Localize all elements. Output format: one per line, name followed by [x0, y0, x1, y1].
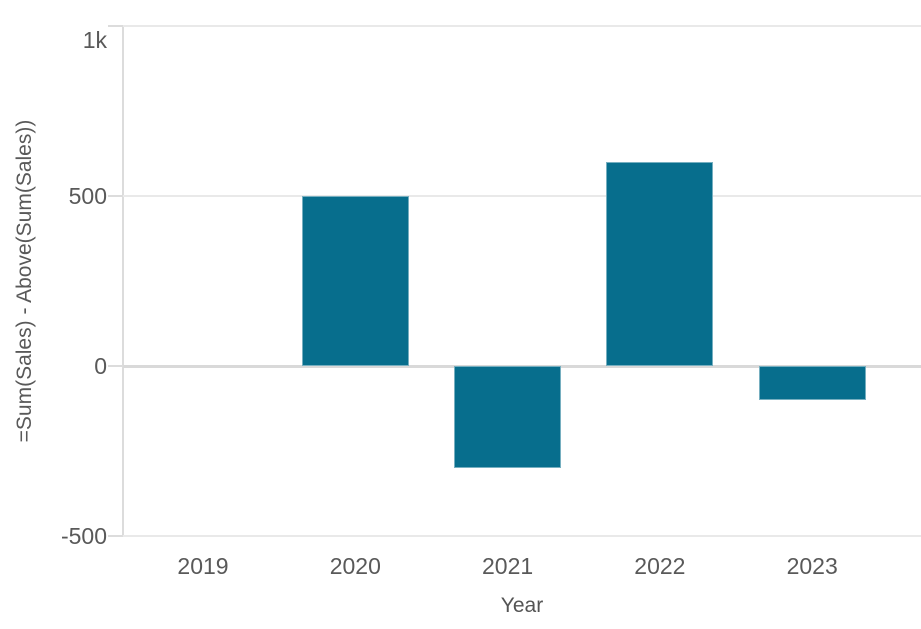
x-tick-label-2020[interactable]: 2020 [329, 553, 381, 579]
x-tick-label-2021[interactable]: 2021 [482, 553, 534, 579]
x-tick-label-2023[interactable]: 2023 [786, 553, 838, 579]
x-tick-label-2019[interactable]: 2019 [177, 553, 229, 579]
bar-2023[interactable] [758, 366, 866, 400]
y-axis-title: =Sum(Sales) - Above(Sum(Sales)) [13, 119, 36, 443]
gridline [123, 25, 921, 27]
y-tick-label: 1k [82, 27, 107, 53]
bar-2020[interactable] [301, 196, 409, 366]
y-tick-mark [108, 195, 123, 197]
y-axis-line [122, 26, 124, 537]
y-tick-label: 500 [68, 183, 107, 209]
y-tick-mark [108, 25, 123, 27]
gridline [123, 195, 921, 197]
y-tick-mark [108, 365, 123, 367]
bar-2022[interactable] [606, 162, 714, 366]
y-tick-label: -500 [60, 523, 107, 549]
x-tick-label-2022[interactable]: 2022 [634, 553, 686, 579]
gridline [123, 535, 921, 537]
x-axis-title: Year [500, 594, 544, 617]
y-tick-mark [108, 535, 123, 537]
bar-2021[interactable] [454, 366, 562, 468]
y-tick-label: 0 [94, 353, 107, 379]
